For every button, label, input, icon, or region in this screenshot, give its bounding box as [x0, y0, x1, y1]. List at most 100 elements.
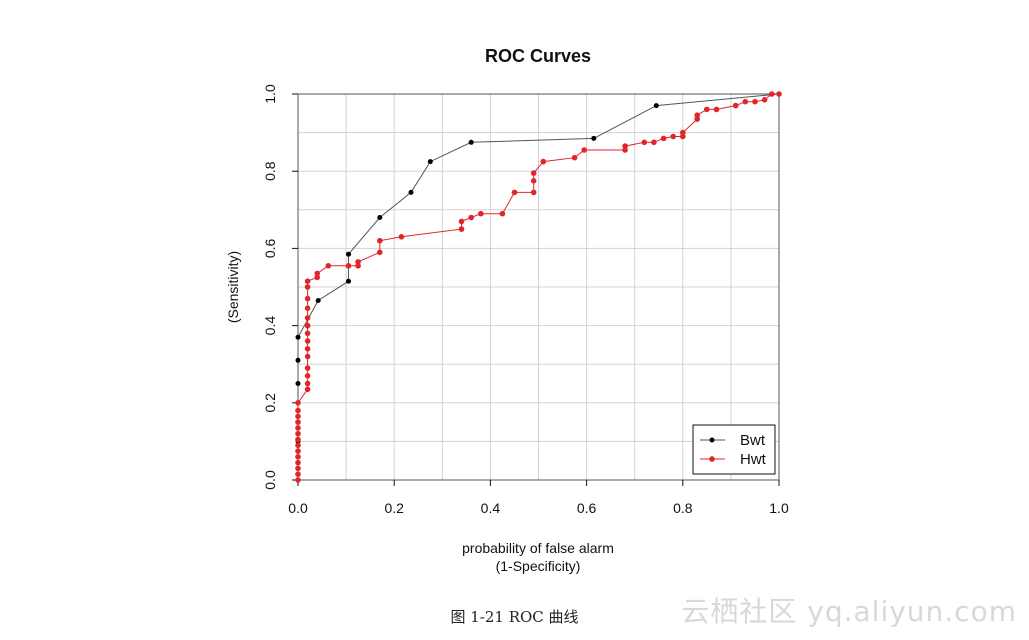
data-point-hwt — [295, 407, 301, 414]
data-point-hwt — [295, 430, 301, 437]
y-tick-label: 0.4 — [262, 316, 278, 336]
data-point-hwt — [742, 98, 749, 105]
data-point-hwt — [304, 322, 311, 329]
data-point-hwt — [295, 425, 301, 431]
data-point-hwt — [314, 270, 321, 277]
data-point-hwt — [571, 154, 578, 161]
data-point-bwt — [295, 357, 301, 363]
data-point-hwt — [304, 330, 311, 337]
data-point-hwt — [314, 274, 321, 281]
data-point-hwt — [304, 386, 311, 393]
data-point-hwt — [377, 249, 383, 256]
data-point-hwt — [713, 106, 720, 113]
grid — [298, 94, 779, 480]
data-point-hwt — [295, 413, 301, 420]
y-tick-label: 0.6 — [262, 238, 278, 258]
data-point-hwt — [304, 365, 311, 371]
series-layer — [295, 91, 782, 483]
data-point-bwt — [295, 334, 301, 340]
data-point-hwt — [468, 214, 475, 221]
data-point-hwt — [622, 143, 628, 149]
data-point-hwt — [540, 158, 547, 165]
data-point-hwt — [355, 263, 361, 269]
data-point-hwt — [530, 178, 537, 184]
x-tick-label: 0.2 — [384, 500, 404, 516]
data-point-hwt — [694, 116, 700, 122]
data-point-hwt — [304, 295, 311, 302]
data-point-hwt — [499, 210, 506, 217]
data-point-hwt — [732, 102, 739, 109]
x-axis: 0.0 0.2 0.4 0.6 0.8 1.0 — [288, 480, 789, 516]
data-point-hwt — [304, 305, 311, 312]
x-tick-label: 1.0 — [769, 500, 789, 516]
data-point-hwt — [530, 189, 537, 196]
data-point-bwt — [591, 135, 597, 141]
y-tick-label: 0.0 — [262, 470, 278, 490]
data-point-bwt — [653, 103, 659, 109]
data-point-hwt — [761, 97, 768, 103]
data-point-hwt — [304, 346, 311, 352]
data-point-hwt — [581, 147, 587, 153]
data-point-bwt — [315, 298, 321, 303]
data-point-hwt — [304, 373, 311, 379]
x-tick-label: 0.8 — [673, 500, 693, 516]
data-point-hwt — [304, 380, 311, 387]
data-point-hwt — [355, 259, 361, 265]
data-point-bwt — [346, 278, 351, 284]
data-point-hwt — [345, 263, 352, 269]
x-tick-label: 0.0 — [288, 500, 308, 516]
data-point-hwt — [769, 91, 775, 97]
data-point-hwt — [680, 133, 686, 140]
y-axis: 0.0 0.2 0.4 0.6 0.8 1.0 — [262, 84, 298, 490]
data-point-hwt — [304, 284, 311, 290]
legend-marker-bwt — [709, 437, 715, 443]
data-point-bwt — [468, 139, 474, 145]
legend-label-hwt: Hwt — [740, 451, 767, 468]
data-point-bwt — [346, 251, 351, 257]
data-point-hwt — [651, 139, 657, 146]
data-point-hwt — [304, 338, 311, 344]
x-tick-label: 0.6 — [577, 500, 597, 516]
data-point-hwt — [295, 477, 301, 483]
figure-caption: 图 1-21 ROC 曲线 — [450, 608, 579, 626]
data-point-hwt — [511, 189, 518, 196]
watermark: 云栖社区 yq.aliyun.com — [681, 595, 1017, 628]
y-axis-label: (Sensitivity) — [225, 251, 241, 323]
legend-marker-hwt — [709, 456, 715, 462]
legend-label-bwt: Bwt — [740, 432, 766, 449]
data-point-bwt — [377, 215, 383, 220]
data-point-hwt — [295, 400, 301, 406]
data-point-hwt — [670, 133, 676, 140]
y-tick-label: 0.8 — [262, 161, 278, 181]
data-point-hwt — [304, 315, 311, 321]
chart-title: ROC Curves — [485, 46, 591, 66]
data-point-hwt — [622, 147, 628, 153]
data-point-hwt — [458, 226, 465, 232]
series-hwt — [295, 91, 782, 483]
data-point-hwt — [530, 170, 537, 176]
data-point-hwt — [398, 234, 405, 240]
data-point-hwt — [295, 448, 301, 454]
data-point-hwt — [680, 129, 686, 136]
data-point-hwt — [641, 139, 648, 146]
x-tick-label: 0.4 — [481, 500, 501, 516]
x-axis-label-secondary: (1-Specificity) — [496, 558, 581, 574]
data-point-hwt — [295, 442, 301, 449]
data-point-hwt — [694, 112, 700, 118]
y-tick-label: 0.2 — [262, 393, 278, 413]
plot-frame — [297, 93, 780, 481]
legend: Bwt Hwt — [692, 424, 776, 475]
data-point-bwt — [427, 159, 433, 165]
data-point-hwt — [304, 278, 311, 285]
data-point-hwt — [704, 106, 710, 113]
legend-box — [692, 424, 776, 475]
data-point-bwt — [295, 381, 301, 386]
data-point-hwt — [478, 210, 484, 217]
data-point-hwt — [295, 454, 301, 460]
data-point-hwt — [458, 218, 465, 225]
data-point-hwt — [752, 98, 758, 105]
y-tick-label: 1.0 — [262, 84, 278, 104]
data-point-hwt — [295, 465, 301, 472]
data-point-hwt — [377, 237, 383, 244]
data-point-hwt — [295, 419, 301, 425]
